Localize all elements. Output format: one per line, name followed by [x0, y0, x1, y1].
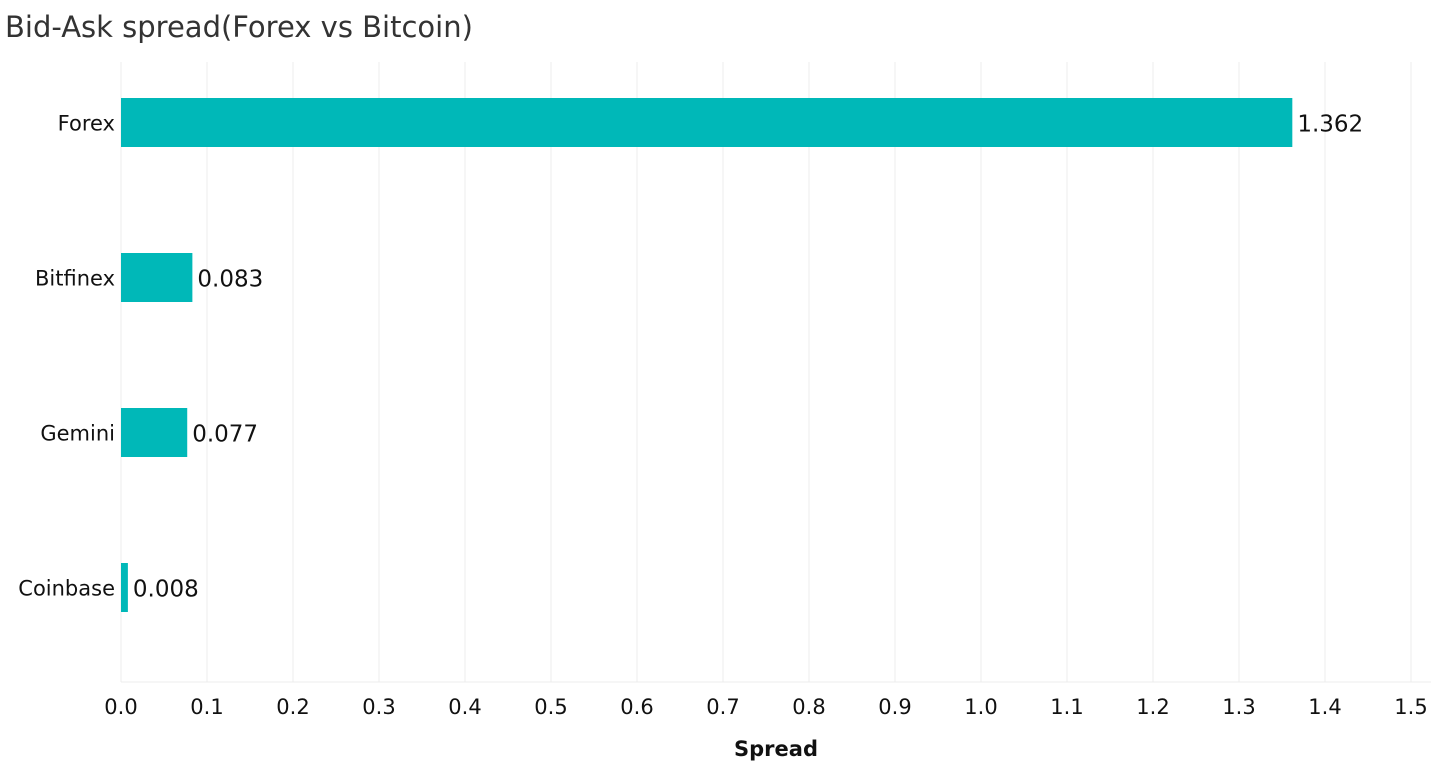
- category-label-gemini: Gemini: [40, 422, 115, 446]
- category-label-forex: Forex: [58, 112, 115, 136]
- x-tick-label-10: 1.0: [964, 695, 997, 719]
- x-tick-label-2: 0.2: [276, 695, 309, 719]
- chart-title: Bid-Ask spread(Forex vs Bitcoin): [5, 10, 473, 44]
- x-tick-label-15: 1.5: [1394, 695, 1427, 719]
- value-labels: 1.362 0.083 0.077 0.008: [133, 112, 1363, 603]
- bar-bitfinex: [121, 253, 193, 302]
- category-labels: Forex Bitfinex Gemini Coinbase: [18, 112, 115, 601]
- x-tick-label-4: 0.4: [448, 695, 481, 719]
- bar-gemini: [121, 408, 188, 457]
- x-tick-label-13: 1.3: [1222, 695, 1255, 719]
- bar-forex: [121, 98, 1293, 147]
- bars: [121, 98, 1293, 612]
- x-tick-label-7: 0.7: [706, 695, 739, 719]
- x-tick-label-5: 0.5: [534, 695, 567, 719]
- x-tick-label-6: 0.6: [620, 695, 653, 719]
- x-tick-label-12: 1.2: [1136, 695, 1169, 719]
- x-axis-ticks: 0.0 0.1 0.2 0.3 0.4 0.5 0.6 0.7 0.8 0.9 1.0 1.1 1.2 1…: [104, 695, 1427, 719]
- value-label-forex: 1.362: [1297, 112, 1363, 138]
- value-label-gemini: 0.077: [192, 422, 258, 448]
- value-label-bitfinex: 0.083: [197, 267, 263, 293]
- x-tick-label-0: 0.0: [104, 695, 137, 719]
- x-axis-title: Spread: [734, 737, 818, 761]
- value-label-coinbase: 0.008: [133, 577, 199, 603]
- category-label-coinbase: Coinbase: [18, 577, 115, 601]
- x-tick-label-8: 0.8: [792, 695, 825, 719]
- x-tick-label-14: 1.4: [1308, 695, 1341, 719]
- x-tick-label-9: 0.9: [878, 695, 911, 719]
- category-label-bitfinex: Bitfinex: [35, 267, 115, 291]
- grid-lines: [120, 62, 1431, 683]
- x-tick-label-3: 0.3: [362, 695, 395, 719]
- x-tick-label-11: 1.1: [1050, 695, 1083, 719]
- bar-coinbase: [121, 563, 128, 612]
- x-tick-label-1: 0.1: [190, 695, 223, 719]
